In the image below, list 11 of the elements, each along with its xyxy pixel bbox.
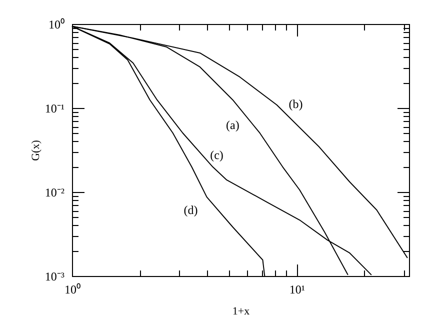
series-label: (d) <box>184 203 198 218</box>
y-tick-label: 10⁻² <box>44 186 65 200</box>
y-tick-label: 10⁻³ <box>44 270 65 284</box>
x-axis-title: 1+x <box>232 306 250 318</box>
y-tick-label: 10⁻¹ <box>44 102 65 116</box>
y-axis-title: G(x) <box>30 140 42 161</box>
series-label: (b) <box>288 96 303 111</box>
y-tick-label: 10⁰ <box>48 18 64 32</box>
series-label: (c) <box>210 148 224 162</box>
series-label: (a) <box>226 118 240 132</box>
x-tick-label: 10¹ <box>289 282 306 296</box>
